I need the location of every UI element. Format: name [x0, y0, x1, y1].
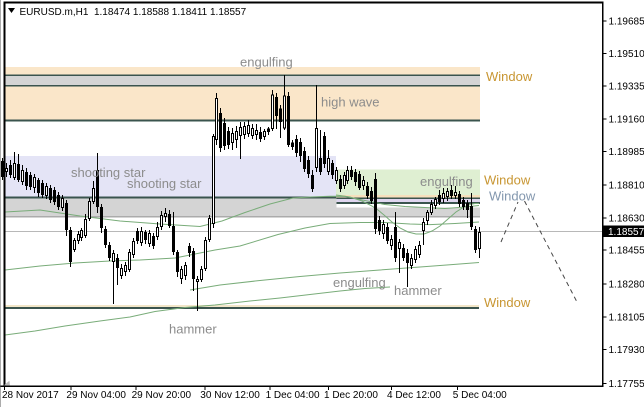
svg-text:shooting star: shooting star	[71, 165, 146, 180]
svg-text:5 Dec 04:00: 5 Dec 04:00	[453, 390, 507, 401]
svg-text:high wave: high wave	[321, 94, 380, 109]
svg-text:hammer: hammer	[169, 321, 217, 336]
svg-text:hammer: hammer	[394, 283, 442, 298]
svg-text:1.18280: 1.18280	[609, 280, 644, 291]
svg-text:engulfing: engulfing	[333, 275, 386, 290]
svg-text:1.18455: 1.18455	[609, 246, 644, 257]
svg-text:1.19685: 1.19685	[609, 17, 644, 28]
svg-text:Window: Window	[484, 172, 531, 187]
svg-text:1 Dec 04:00: 1 Dec 04:00	[266, 390, 320, 401]
svg-text:Window: Window	[489, 188, 536, 203]
svg-text:30 Nov 12:00: 30 Nov 12:00	[200, 390, 260, 401]
svg-text:1.18985: 1.18985	[609, 147, 644, 158]
svg-text:EURUSD.m,H1 1.18474 1.18588 1: EURUSD.m,H1 1.18474 1.18588 1.18411 1.18…	[20, 7, 247, 18]
svg-text:1.19335: 1.19335	[609, 82, 644, 93]
svg-text:29 Nov 20:00: 29 Nov 20:00	[132, 390, 192, 401]
svg-text:28 Nov 2017: 28 Nov 2017	[2, 390, 59, 401]
svg-text:shooting star: shooting star	[127, 176, 202, 191]
svg-text:1.17755: 1.17755	[609, 379, 644, 390]
svg-text:1.17930: 1.17930	[609, 345, 644, 356]
svg-text:4 Dec 12:00: 4 Dec 12:00	[387, 390, 441, 401]
svg-text:1.18810: 1.18810	[609, 181, 644, 192]
svg-text:engulfing: engulfing	[420, 174, 473, 189]
svg-text:1.19160: 1.19160	[609, 115, 644, 126]
svg-text:1.18105: 1.18105	[609, 313, 644, 324]
svg-text:1.18557: 1.18557	[608, 227, 644, 238]
svg-text:engulfing: engulfing	[240, 54, 293, 69]
svg-text:Window: Window	[484, 295, 531, 310]
svg-text:1.19510: 1.19510	[609, 49, 644, 60]
svg-text:Window: Window	[486, 69, 533, 84]
svg-text:1 Dec 20:00: 1 Dec 20:00	[324, 390, 378, 401]
svg-text:29 Nov 04:00: 29 Nov 04:00	[66, 390, 126, 401]
svg-text:1.18630: 1.18630	[609, 214, 644, 225]
